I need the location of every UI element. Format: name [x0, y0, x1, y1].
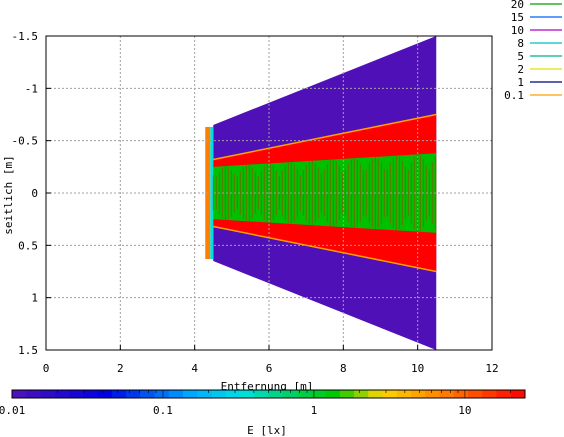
- colorbar-segment: [83, 390, 98, 398]
- colorbar-tick-label: 10: [458, 404, 471, 417]
- colorbar-segment: [482, 390, 497, 398]
- colorbar-segment: [140, 390, 155, 398]
- colorbar-label: E [lx]: [247, 424, 287, 437]
- colorbar-segment: [396, 390, 412, 398]
- colorbar-segment: [339, 390, 355, 398]
- grid: [46, 36, 492, 350]
- colorbar-segment: [183, 390, 198, 398]
- colorbar-segment: [225, 390, 241, 398]
- colorbar-segment: [510, 390, 526, 398]
- y-tick-label: 1: [31, 292, 38, 305]
- colorbar-segment: [282, 390, 298, 398]
- legend-label: 2: [517, 63, 524, 76]
- colorbar-segment: [411, 390, 426, 398]
- colorbar-segment: [368, 390, 383, 398]
- legend-label: 15: [511, 11, 524, 24]
- colorbar-segment: [453, 390, 469, 398]
- y-tick-label: -0.5: [12, 135, 39, 148]
- legend-label: 5: [517, 50, 524, 63]
- legend-label: 20: [511, 0, 524, 11]
- colorbar-segment: [354, 390, 369, 398]
- colorbar-segment: [439, 390, 455, 398]
- colorbar-segment: [468, 390, 483, 398]
- legend-label: 1: [517, 76, 524, 89]
- colorbar-segment: [254, 390, 269, 398]
- y-tick-label: 0.5: [18, 239, 38, 252]
- x-tick-label: 0: [43, 362, 50, 375]
- x-tick-label: 2: [117, 362, 124, 375]
- y-tick-label: 1.5: [18, 344, 38, 357]
- y-tick-label: -1.5: [12, 30, 39, 43]
- colorbar-segment: [297, 390, 312, 398]
- y-axis-ticks: -1.5 -1 -0.5 0 0.5 1 1.5: [12, 30, 51, 357]
- colorbar-segment: [12, 390, 27, 398]
- colorbar-segment: [496, 390, 512, 398]
- colorbar-segment: [211, 390, 227, 398]
- colorbar-tick-label: 0.01: [0, 404, 25, 417]
- colorbar-segment: [240, 390, 255, 398]
- y-tick-label: -1: [25, 82, 38, 95]
- colorbar-segment: [168, 390, 184, 398]
- colorbar-segment: [382, 390, 398, 398]
- legend-label: 0.1: [504, 89, 524, 102]
- colorbar-segment: [311, 390, 326, 398]
- colorbar: 0.01 0.1 1 10: [0, 389, 526, 417]
- colorbar-segment: [111, 390, 127, 398]
- colorbar-tick-label: 0.1: [153, 404, 173, 417]
- colorbar-segment: [97, 390, 113, 398]
- x-tick-label: 8: [340, 362, 347, 375]
- x-tick-label: 10: [411, 362, 424, 375]
- x-tick-label: 12: [485, 362, 498, 375]
- contour-line: [213, 225, 437, 273]
- x-axis-ticks: 0 2 4 6 8 10 12: [43, 345, 499, 375]
- contour-line: [213, 113, 437, 161]
- colorbar-segment: [325, 390, 341, 398]
- colorbar-segment: [126, 390, 141, 398]
- colorbar-segment: [69, 390, 84, 398]
- colorbar-segment: [268, 390, 284, 398]
- y-tick-label: 0: [31, 187, 38, 200]
- colorbar-tick-label: 1: [311, 404, 318, 417]
- colorbar-segment: [40, 390, 56, 398]
- legend-label: 10: [511, 24, 524, 37]
- colorbar-segment: [54, 390, 70, 398]
- colorbar-segment: [26, 390, 41, 398]
- y-axis-label: seitlich [m]: [2, 155, 15, 234]
- colorbar-segment: [425, 390, 440, 398]
- colorbar-segment: [197, 390, 212, 398]
- x-tick-label: 4: [191, 362, 198, 375]
- legend-label: 8: [517, 37, 524, 50]
- x-tick-label: 6: [266, 362, 273, 375]
- colorbar-segment: [154, 390, 170, 398]
